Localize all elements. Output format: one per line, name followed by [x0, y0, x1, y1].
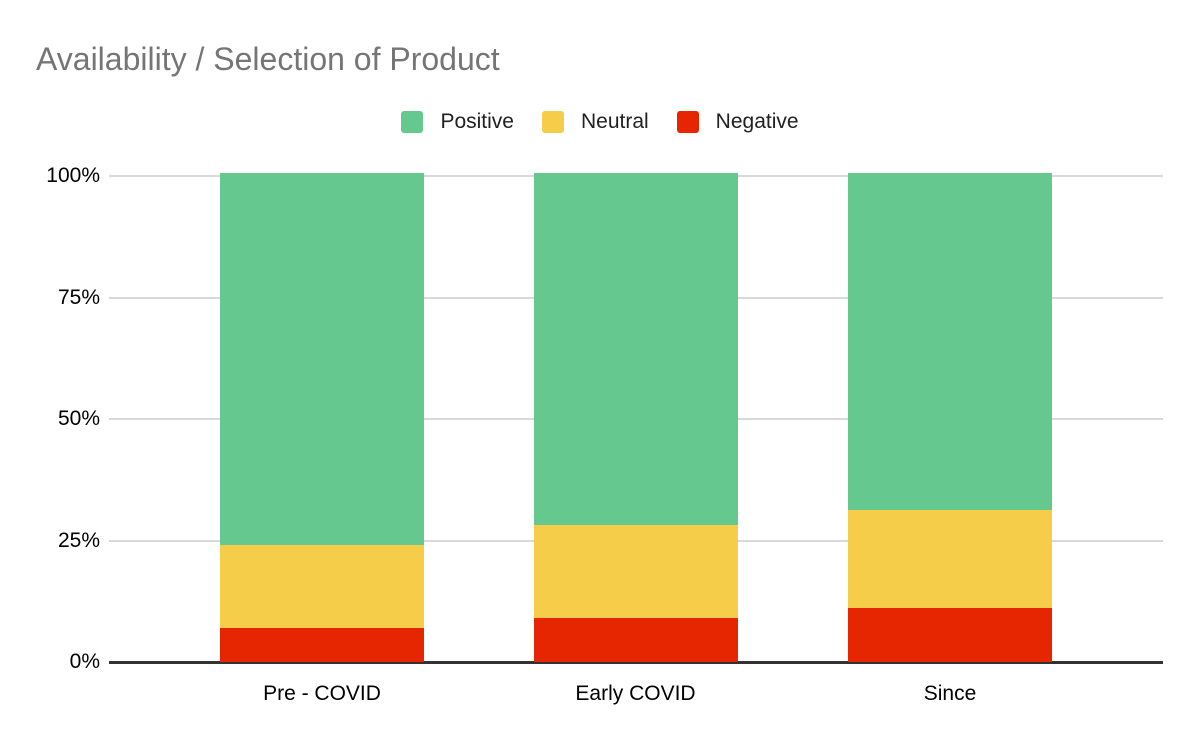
bar-segment-positive	[220, 173, 424, 545]
y-tick-label: 0%	[69, 650, 100, 673]
bar-segment-negative	[848, 608, 1052, 662]
legend-label: Positive	[440, 110, 514, 133]
bar-segment-negative	[220, 627, 424, 662]
legend-item-neutral: Neutral	[541, 110, 649, 134]
legend-label: Neutral	[580, 110, 649, 133]
y-tick-label: 100%	[46, 164, 100, 187]
y-tick-label: 25%	[57, 529, 100, 552]
legend-swatch-positive	[401, 111, 424, 133]
legend-item-negative: Negative	[676, 110, 799, 134]
legend-swatch-neutral	[541, 111, 564, 133]
y-tick-label: 50%	[57, 407, 100, 430]
y-tick-label: 75%	[57, 286, 100, 309]
legend-swatch-negative	[676, 111, 699, 133]
x-axis-baseline	[109, 661, 1163, 664]
bar-segment-neutral	[533, 525, 738, 618]
x-axis-label: Pre - COVID	[263, 682, 381, 705]
plot-area	[109, 173, 1163, 664]
chart-title: Availability / Selection of Product	[36, 41, 500, 77]
bar-segment-neutral	[848, 510, 1052, 609]
bar-segment-positive	[848, 173, 1052, 511]
bar-segment-negative	[533, 618, 738, 662]
legend-item-positive: Positive	[401, 110, 514, 134]
legend: Positive Neutral Negative	[0, 110, 1200, 134]
x-axis-label: Since	[923, 682, 977, 705]
bar-pre-covid	[220, 173, 424, 662]
bar-segment-neutral	[220, 544, 424, 628]
bar-since	[848, 173, 1052, 662]
bar-segment-positive	[533, 173, 738, 526]
legend-label: Negative	[715, 110, 799, 133]
bar-early-covid	[533, 173, 738, 662]
x-axis-label: Early COVID	[575, 682, 696, 705]
